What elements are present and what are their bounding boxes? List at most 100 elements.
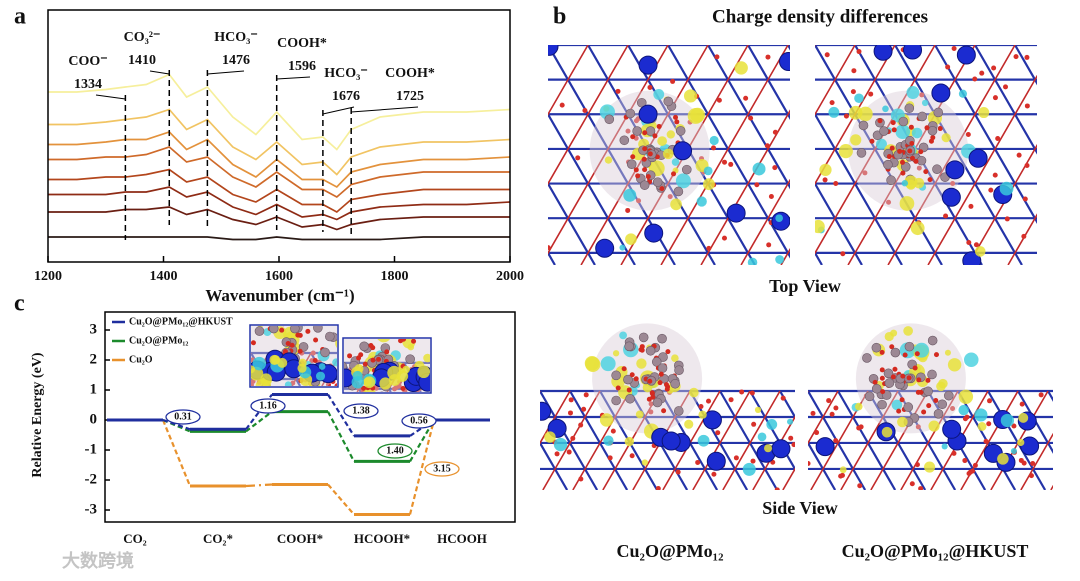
o-atom <box>656 123 662 129</box>
mo-atom <box>904 103 915 114</box>
density-blob <box>666 130 675 139</box>
structure-render <box>481 323 1053 490</box>
oxygen-atom <box>822 177 828 183</box>
o-atom <box>892 366 898 372</box>
lattice-bond <box>1061 45 1080 265</box>
density-blob <box>635 410 644 419</box>
lattice-bond <box>464 363 481 392</box>
mo-atom <box>933 409 944 419</box>
oxygen-atom <box>667 194 673 200</box>
oxygen-atom <box>392 386 398 392</box>
density-blob <box>604 156 613 164</box>
oxygen-atom <box>965 131 971 137</box>
mo-atom <box>944 390 954 401</box>
o-atom <box>400 385 406 391</box>
lattice-bond <box>808 390 839 445</box>
lattice-bond <box>453 391 510 490</box>
oxygen-atom <box>548 245 551 251</box>
oxygen-atom <box>583 392 589 398</box>
level-connector <box>408 419 436 515</box>
oxygen-atom <box>1024 54 1030 60</box>
cu-atom <box>673 141 693 161</box>
lattice-bond <box>177 363 194 392</box>
density-blob <box>624 436 634 447</box>
lattice-bond <box>1047 390 1053 402</box>
mo-atom <box>657 333 667 344</box>
structure-render <box>191 326 337 386</box>
o-atom <box>912 365 918 371</box>
o-atom <box>633 376 639 382</box>
oxygen-atom <box>711 145 717 151</box>
density-blob <box>636 358 647 369</box>
view-label: Top View <box>769 276 841 296</box>
y-tick-label: 1 <box>90 381 98 397</box>
mo-atom <box>871 383 882 394</box>
density-blob <box>662 148 674 160</box>
mo-atom <box>884 378 895 388</box>
o-atom <box>890 374 896 380</box>
cu-atom <box>771 439 791 459</box>
o-atom <box>303 326 305 327</box>
oxygen-atom <box>833 180 839 186</box>
oxygen-atom <box>578 476 584 482</box>
mo-atom <box>927 125 938 136</box>
oxygen-atom <box>1022 196 1028 202</box>
mo-atom <box>673 406 684 416</box>
spectrum-line <box>48 73 511 151</box>
lattice-bond <box>540 391 541 393</box>
cu-atom <box>540 401 552 421</box>
oxygen-atom <box>1011 423 1017 429</box>
mo-atom <box>681 164 692 175</box>
mo-atom <box>883 368 894 379</box>
lattice-bond <box>207 363 224 392</box>
o-atom <box>879 375 885 381</box>
oxygen-atom <box>951 46 957 52</box>
lattice-bond <box>700 109 790 265</box>
lattice-bond <box>808 440 837 490</box>
oxygen-atom <box>840 251 846 257</box>
density-blob <box>657 136 668 146</box>
o-atom <box>674 119 680 125</box>
lattice-bond <box>447 363 464 392</box>
annotation-label: COOH* <box>385 66 435 81</box>
annotation-value: 1676 <box>332 89 360 104</box>
mo-atom <box>862 353 872 363</box>
oxygen-atom <box>633 118 639 124</box>
mo-atom <box>886 175 896 186</box>
o-atom <box>889 145 895 151</box>
oxygen-atom <box>675 469 681 475</box>
o-atom <box>652 133 658 139</box>
oxygen-atom <box>988 187 994 193</box>
cu-atom <box>638 55 658 75</box>
x-tick-label: 1800 <box>381 269 409 284</box>
watermark: 大数跨境 <box>62 550 134 572</box>
o-atom <box>401 339 407 342</box>
mo-atom <box>347 318 356 327</box>
oxygen-atom <box>582 107 588 113</box>
density-blob <box>670 198 682 211</box>
o-atom <box>642 130 648 136</box>
density-blob <box>696 196 707 207</box>
structure-render <box>453 323 795 490</box>
o-atom <box>411 339 417 344</box>
oxygen-atom <box>858 424 864 430</box>
density-blob <box>585 356 601 372</box>
y-tick-label: 0 <box>90 411 98 427</box>
oxygen-atom <box>568 397 574 403</box>
density-blob <box>958 89 968 98</box>
o-atom <box>673 114 679 120</box>
oxygen-atom <box>843 113 849 119</box>
o-atom <box>368 343 374 349</box>
lattice-bond <box>667 45 790 259</box>
lattice-bond <box>104 363 121 392</box>
lattice-bond <box>481 391 538 490</box>
mo-atom <box>396 322 405 331</box>
lattice-bond <box>722 390 781 490</box>
density-blob <box>260 373 272 385</box>
barrier-badge <box>401 413 437 429</box>
x-tick-label: 1200 <box>34 269 62 284</box>
lattice-bond <box>191 353 210 386</box>
mo-atom <box>927 335 938 346</box>
lattice-bond <box>540 390 571 445</box>
